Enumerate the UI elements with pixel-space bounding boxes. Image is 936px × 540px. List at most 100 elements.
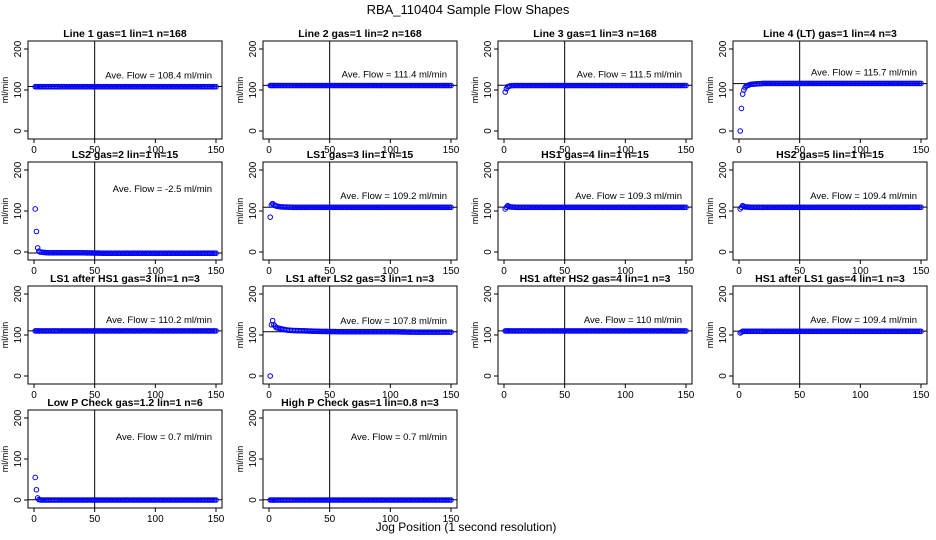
data-point: [213, 497, 219, 503]
x-tick-label: 150: [443, 145, 460, 156]
panel-title: Line 3 gas=1 lin=3 n=168: [533, 28, 657, 40]
y-tick-label: 200: [483, 285, 494, 302]
y-tick-label: 100: [718, 202, 729, 219]
y-tick-label: 200: [483, 40, 494, 57]
y-tick-label: 100: [718, 326, 729, 343]
panel-5: LS2 gas=2 lin=1 n=15 0 50 100 150 0 100 200 ml/m…: [0, 149, 225, 277]
y-tick-label: 200: [13, 285, 24, 302]
panel-title: LS1 after HS1 gas=3 lin=1 n=3: [50, 273, 200, 285]
data-point: [33, 228, 40, 235]
x-tick-label: 50: [559, 145, 571, 156]
x-tick-label: 150: [208, 514, 225, 525]
plot-box: [262, 285, 458, 385]
x-tick-label: 100: [147, 514, 164, 525]
panels-container: Line 1 gas=1 lin=1 n=168 0 50 100 150 0 100 200…: [0, 28, 930, 525]
data-point: [918, 328, 924, 335]
panel-title: High P Check gas=1 lin=0.8 n=3: [281, 397, 439, 409]
plot-box: [497, 285, 693, 385]
x-tick-label: 0: [266, 514, 272, 525]
y-tick-label: 0: [718, 373, 729, 379]
panel-title: HS1 after HS2 gas=4 lin=1 n=3: [520, 273, 671, 285]
x-tick-label: 100: [617, 145, 634, 156]
average-flow-annotation: Ave. Flow = 111.5 ml/min: [577, 69, 682, 80]
y-tick-label: 100: [248, 202, 259, 219]
y-tick-label: 0: [483, 128, 494, 134]
data-point: [267, 373, 274, 379]
x-tick-label: 0: [266, 390, 272, 401]
y-tick-label: 100: [248, 326, 259, 343]
panel-title: Line 4 (LT) gas=1 lin=4 n=3: [763, 28, 897, 40]
x-tick-label: 50: [794, 266, 806, 277]
plot-box: [262, 40, 458, 140]
y-tick-label: 200: [248, 40, 259, 57]
y-axis-label: ml/min: [235, 77, 245, 104]
x-tick-label: 0: [266, 266, 272, 277]
y-tick-label: 0: [248, 128, 259, 134]
x-tick-label: 50: [324, 390, 336, 401]
figure-xlabel: Jog Position (1 second resolution): [376, 520, 557, 534]
panel-7: HS1 gas=4 lin=1 n=15 0 50 100 150 0 100 200 ml/m…: [470, 149, 695, 277]
x-tick-label: 50: [324, 266, 336, 277]
y-tick-label: 0: [13, 249, 24, 255]
data-point: [268, 202, 275, 208]
plot-box: [497, 161, 693, 261]
x-tick-label: 100: [617, 390, 634, 401]
panel-10: LS1 after LS2 gas=3 lin=1 n=3 0 50 100 150 0 1…: [235, 273, 460, 401]
y-tick-label: 200: [13, 409, 24, 426]
average-flow-annotation: Ave. Flow = 115.7 ml/min: [811, 68, 917, 79]
x-tick-label: 100: [852, 266, 869, 277]
y-tick-label: 200: [248, 161, 259, 178]
x-tick-label: 150: [443, 514, 460, 525]
x-tick-label: 100: [617, 266, 634, 277]
x-tick-label: 150: [208, 266, 225, 277]
x-tick-label: 100: [147, 390, 164, 401]
y-axis-label: ml/min: [235, 322, 245, 349]
y-tick-label: 0: [483, 249, 494, 255]
x-tick-label: 0: [736, 266, 742, 277]
plot-box: [732, 161, 928, 261]
data-point: [448, 329, 454, 335]
y-tick-label: 100: [483, 81, 494, 98]
panel-title: LS2 gas=2 lin=1 n=15: [72, 149, 179, 161]
x-tick-label: 150: [208, 145, 225, 156]
y-axis-label: ml/min: [0, 322, 10, 349]
y-tick-label: 200: [13, 161, 24, 178]
y-axis-label: ml/min: [235, 198, 245, 225]
x-tick-label: 150: [913, 145, 930, 156]
data-point: [34, 245, 41, 251]
average-flow-annotation: Ave. Flow = 109.4 ml/min: [810, 315, 917, 326]
x-tick-label: 100: [382, 266, 399, 277]
x-tick-label: 100: [852, 390, 869, 401]
y-tick-label: 100: [483, 202, 494, 219]
panel-3: Line 3 gas=1 lin=3 n=168 0 50 100 150 0 100 200…: [470, 28, 695, 156]
data-point: [448, 497, 454, 503]
panel-9: LS1 after HS1 gas=3 lin=1 n=3 0 50 100 150 0 1…: [0, 273, 225, 401]
y-axis-label: ml/min: [470, 77, 480, 104]
y-tick-label: 0: [718, 249, 729, 255]
panel-title: Line 1 gas=1 lin=1 n=168: [63, 28, 187, 40]
y-tick-label: 0: [13, 373, 24, 379]
y-tick-label: 100: [248, 450, 259, 467]
y-tick-label: 0: [248, 373, 259, 379]
x-tick-label: 100: [852, 145, 869, 156]
y-axis-label: ml/min: [705, 198, 715, 225]
x-tick-label: 50: [324, 145, 336, 156]
x-tick-label: 150: [443, 266, 460, 277]
y-axis-label: ml/min: [705, 322, 715, 349]
plot-box: [262, 161, 458, 261]
plot-box: [732, 285, 928, 385]
average-flow-annotation: Ave. Flow = 0.7 ml/min: [116, 432, 212, 443]
panel-2: Line 2 gas=1 lin=2 n=168 0 50 100 150 0 100 200…: [235, 28, 460, 156]
x-tick-label: 50: [794, 390, 806, 401]
x-tick-label: 100: [382, 390, 399, 401]
panel-4: Line 4 (LT) gas=1 lin=4 n=3 0 50 100 150 0 100…: [705, 28, 930, 156]
data-point: [683, 328, 689, 334]
y-tick-label: 100: [13, 450, 24, 467]
y-tick-label: 200: [718, 40, 729, 57]
average-flow-annotation: Ave. Flow = 110 ml/min: [584, 315, 682, 326]
y-tick-label: 100: [13, 202, 24, 219]
average-flow-annotation: Ave. Flow = 111.4 ml/min: [342, 69, 447, 80]
data-point: [918, 204, 924, 211]
panel-title: LS1 gas=3 lin=1 n=15: [307, 149, 414, 161]
